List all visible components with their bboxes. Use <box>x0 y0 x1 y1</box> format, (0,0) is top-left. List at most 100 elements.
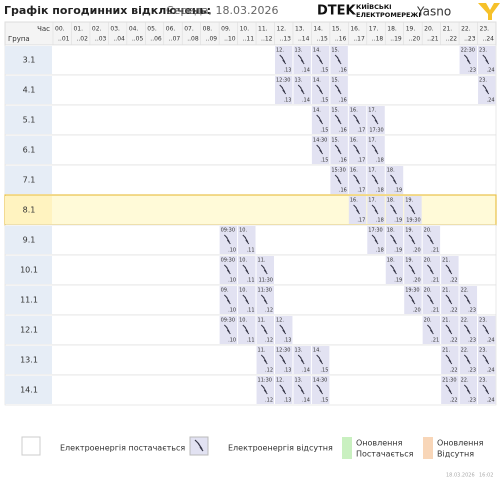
outage-icon <box>260 324 268 335</box>
hour-top: 12. <box>277 26 287 33</box>
outage-start: 18. <box>387 258 395 264</box>
outage-icon <box>463 324 471 335</box>
outage-end: .12 <box>265 308 273 314</box>
legend-swatch <box>21 436 41 456</box>
hour-top: 02. <box>92 26 102 33</box>
hour-top: 22. <box>461 26 471 33</box>
outage-end: .19 <box>394 248 402 254</box>
outage-start: 20. <box>424 288 432 294</box>
footer-date: 18.03.2026 <box>446 473 475 479</box>
outage-icon <box>445 354 453 365</box>
outage-start: 15. <box>331 48 339 54</box>
outage-end: .20 <box>413 248 421 254</box>
outage-icon <box>482 54 490 65</box>
hour-top: 00. <box>55 26 65 33</box>
outage-start: 21:30 <box>442 378 456 384</box>
outage-icon <box>297 354 305 365</box>
group-label: 10.1 <box>20 266 38 275</box>
outage-start: 23. <box>479 48 487 54</box>
outage-start: 14. <box>313 48 321 54</box>
outage-end: .24 <box>487 338 495 344</box>
row-bg <box>4 74 497 106</box>
hour-top: 14. <box>313 26 323 33</box>
outage-icon <box>463 54 471 65</box>
legend-label: Оновлення <box>437 439 484 448</box>
outage-start: 13. <box>294 348 302 354</box>
hour-top: 21. <box>443 26 453 33</box>
outage-end: .22 <box>450 338 458 344</box>
row-bg <box>4 374 497 406</box>
outage-start: 19. <box>405 228 413 234</box>
group-cell <box>5 106 52 134</box>
hour-top: 15. <box>332 26 342 33</box>
hour-top: 07. <box>184 26 194 33</box>
outage-start: 19:30 <box>405 288 419 294</box>
outage-icon <box>316 54 324 65</box>
outage-start: 09:30 <box>221 258 235 264</box>
outage-end: .17 <box>357 128 365 134</box>
row-bg <box>4 134 497 166</box>
hour-bottom: ..21 <box>427 36 439 43</box>
outage-end: .11 <box>247 278 255 284</box>
outage-end: .16 <box>339 68 347 74</box>
outage-end: .16 <box>339 158 347 164</box>
group-cell <box>5 166 52 194</box>
outage-icon <box>482 324 490 335</box>
outage-start: 11:30 <box>258 288 272 294</box>
hour-top: 18. <box>387 26 397 33</box>
group-label: 5.1 <box>23 116 36 125</box>
hour-bottom: ..02 <box>76 36 88 43</box>
outage-icon <box>224 324 231 335</box>
group-cell <box>5 376 52 404</box>
legend-swatch <box>189 436 209 456</box>
outage-icon <box>316 354 324 365</box>
outage-start: 12. <box>276 318 284 324</box>
outage-icon <box>390 234 397 245</box>
group-label: 8.1 <box>23 206 36 215</box>
outage-end: .15 <box>320 368 328 374</box>
outage-start: 22. <box>461 348 469 354</box>
outage-start: 23. <box>479 348 487 354</box>
outage-end: .14 <box>302 368 310 374</box>
logo-dtek: DTEK <box>317 4 357 19</box>
hour-bottom: ..04 <box>113 36 125 43</box>
outage-start: 12:30 <box>276 78 290 84</box>
outage-start: 14:30 <box>313 378 327 384</box>
row-bg <box>4 164 497 196</box>
outage-end: .15 <box>320 68 328 74</box>
outage-start: 12. <box>276 378 284 384</box>
outage-end: 11:30 <box>259 278 273 284</box>
outage-icon <box>316 114 324 125</box>
outage-end: .24 <box>487 98 495 104</box>
outage-end: .24 <box>487 398 495 404</box>
outage-icon <box>445 324 453 335</box>
outage-end: .18 <box>376 158 384 164</box>
outage-icon <box>316 84 324 95</box>
outage-start: 17:30 <box>368 228 382 234</box>
outage-end: .18 <box>376 248 384 254</box>
outage-start: 14. <box>313 108 321 114</box>
logo-yasno: Yasno <box>416 5 451 19</box>
outage-start: 16. <box>350 108 358 114</box>
outage-end: .16 <box>339 128 347 134</box>
outage-icon <box>297 54 305 65</box>
hour-bottom: ..14 <box>298 36 310 43</box>
hour-bottom: ..19 <box>390 36 402 43</box>
outage-icon <box>445 294 453 305</box>
outage-end: .12 <box>265 338 273 344</box>
outage-end: .18 <box>376 188 384 194</box>
group-cell <box>5 346 52 374</box>
group-label: 3.1 <box>23 56 36 65</box>
outage-icon <box>279 354 287 365</box>
group-cell <box>5 286 52 314</box>
outage-start: 23. <box>479 78 487 84</box>
hour-bottom: ..12 <box>261 36 273 43</box>
outage-start: 23. <box>479 318 487 324</box>
hour-top: 23. <box>480 26 490 33</box>
outage-end: .16 <box>339 98 347 104</box>
outage-end: .13 <box>284 98 292 104</box>
outage-end: .22 <box>450 398 458 404</box>
row-bg <box>4 194 497 226</box>
